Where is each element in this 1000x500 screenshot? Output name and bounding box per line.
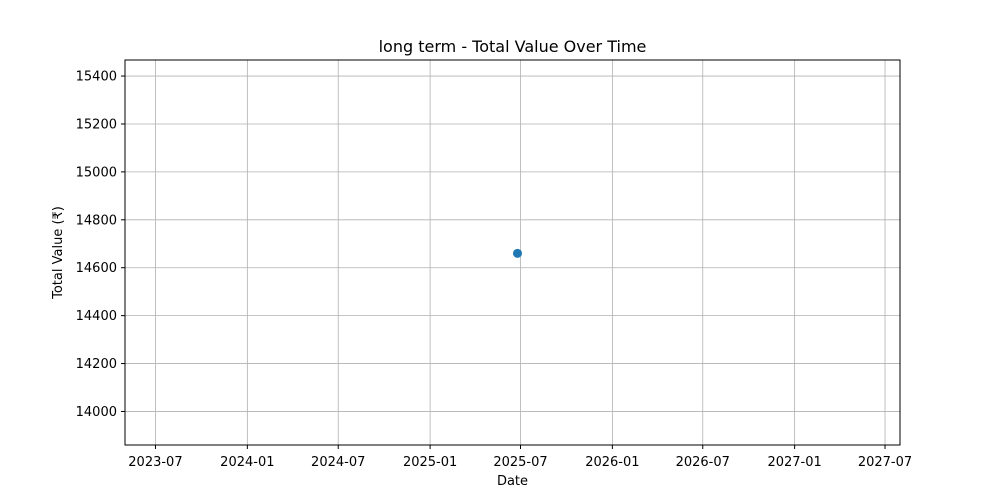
y-axis-label: Total Value (₹) — [51, 206, 66, 300]
plot-frame — [124, 59, 901, 446]
y-tick-label: 14000 — [76, 405, 117, 420]
data-point — [512, 248, 522, 258]
x-tick-label: 2026-07 — [676, 455, 730, 470]
chart-title: long term - Total Value Over Time — [379, 37, 647, 56]
x-tick-label: 2026-01 — [585, 455, 639, 470]
plot-area — [125, 60, 900, 445]
x-tick-label: 2025-01 — [403, 455, 457, 470]
x-axis-label: Date — [497, 474, 528, 489]
x-tick-label: 2027-07 — [858, 455, 912, 470]
x-tick-label: 2024-07 — [311, 455, 365, 470]
x-tick-label: 2023-07 — [128, 455, 182, 470]
x-tick-label: 2024-01 — [220, 455, 274, 470]
y-tick-label: 14400 — [76, 309, 117, 324]
y-tick-label: 14200 — [76, 357, 117, 372]
y-tick-label: 14800 — [76, 213, 117, 228]
x-tick-label: 2025-07 — [493, 455, 547, 470]
ticks: 2023-07 2024-01 2024-07 2025-01 2025-07 2026-… — [76, 70, 913, 470]
x-tick-label: 2027-01 — [767, 455, 821, 470]
y-tick-label: 15200 — [76, 117, 117, 132]
y-tick-label: 15400 — [76, 70, 117, 85]
y-tick-label: 15000 — [76, 165, 117, 180]
grid — [125, 60, 900, 445]
data-points — [512, 248, 522, 258]
y-tick-label: 14600 — [76, 261, 117, 276]
